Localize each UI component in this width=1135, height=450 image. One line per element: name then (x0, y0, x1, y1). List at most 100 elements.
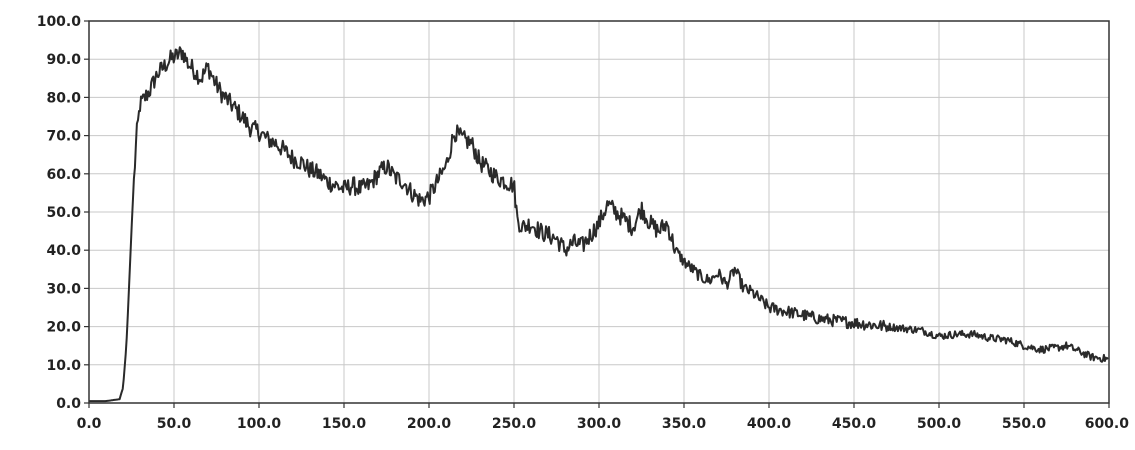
data-point (836, 320, 838, 322)
data-point (632, 226, 634, 228)
data-point (428, 196, 430, 198)
data-point (649, 223, 651, 225)
y-tick-label: 70.0 (46, 129, 81, 145)
data-point (760, 299, 762, 301)
data-point (751, 291, 753, 293)
y-tick-label: 100.0 (37, 14, 82, 30)
data-point (726, 284, 728, 286)
data-point (1074, 349, 1076, 351)
data-point (403, 181, 405, 183)
data-point (267, 139, 269, 141)
data-point (496, 177, 498, 179)
y-tick-label: 50.0 (46, 205, 81, 221)
data-point (870, 324, 872, 326)
x-tick-label: 450.0 (832, 416, 877, 432)
data-point (445, 165, 447, 167)
data-point (564, 249, 566, 251)
data-point (170, 58, 172, 60)
data-point (471, 142, 473, 144)
data-point (522, 226, 524, 228)
data-point (411, 192, 413, 194)
data-point (539, 230, 541, 232)
data-point (1023, 345, 1025, 347)
data-point (615, 211, 617, 213)
data-point (989, 337, 991, 339)
data-point (241, 116, 243, 118)
x-tick-label: 250.0 (492, 416, 537, 432)
data-point (675, 249, 677, 251)
data-point (768, 307, 770, 309)
x-tick-label: 50.0 (157, 416, 192, 432)
data-point (194, 70, 196, 72)
data-point (666, 223, 668, 225)
data-point (590, 234, 592, 236)
data-point (1066, 345, 1068, 347)
data-point (187, 62, 189, 64)
y-tick-label: 0.0 (56, 396, 81, 412)
data-point (658, 230, 660, 232)
x-tick-label: 600.0 (1085, 416, 1130, 432)
y-tick-label: 40.0 (46, 243, 81, 259)
data-point (785, 311, 787, 313)
data-point (853, 322, 855, 324)
data-point (1006, 339, 1008, 341)
data-point (709, 280, 711, 282)
data-point (683, 261, 685, 263)
data-point (377, 173, 379, 175)
x-tick-label: 200.0 (407, 416, 452, 432)
x-tick-label: 100.0 (237, 416, 282, 432)
y-tick-label: 90.0 (46, 52, 81, 68)
data-point (479, 162, 481, 164)
data-point (214, 81, 216, 83)
data-point (234, 108, 236, 110)
data-point (573, 242, 575, 244)
data-point (437, 181, 439, 183)
data-point (581, 246, 583, 248)
data-point (921, 330, 923, 332)
data-point (386, 165, 388, 167)
data-point (360, 188, 362, 190)
plot-frame (88, 20, 1110, 404)
x-tick-label: 300.0 (577, 416, 622, 432)
data-point (972, 333, 974, 335)
data-point (607, 204, 609, 206)
y-tick-label: 30.0 (46, 281, 81, 297)
data-point (326, 181, 328, 183)
data-point (352, 184, 354, 186)
data-point (955, 333, 957, 335)
series-line (89, 46, 1109, 403)
data-point (556, 238, 558, 240)
x-tick-label: 500.0 (917, 416, 962, 432)
data-point (743, 288, 745, 290)
data-point (692, 269, 694, 271)
data-point (149, 89, 151, 91)
data-point (318, 173, 320, 175)
data-point (819, 318, 821, 320)
data-point (250, 127, 252, 129)
data-point (126, 345, 128, 347)
data-point (547, 234, 549, 236)
data-point (200, 78, 202, 80)
data-point (144, 97, 146, 99)
data-point (624, 219, 626, 221)
x-tick-label: 550.0 (1002, 416, 1047, 432)
data-point (221, 93, 223, 95)
data-point (275, 142, 277, 144)
data-point (700, 276, 702, 278)
data-point (119, 398, 121, 400)
data-point (309, 169, 311, 171)
x-tick-label: 350.0 (662, 416, 707, 432)
data-point (207, 66, 209, 68)
data-point (904, 328, 906, 330)
data-point (1091, 356, 1093, 358)
data-point (182, 51, 184, 53)
data-point (343, 188, 345, 190)
data-point (122, 387, 124, 389)
data-point (530, 223, 532, 225)
data-point (136, 135, 138, 137)
axis-ticks (84, 20, 1110, 408)
data-point (454, 131, 456, 133)
series-layer (89, 46, 1109, 403)
